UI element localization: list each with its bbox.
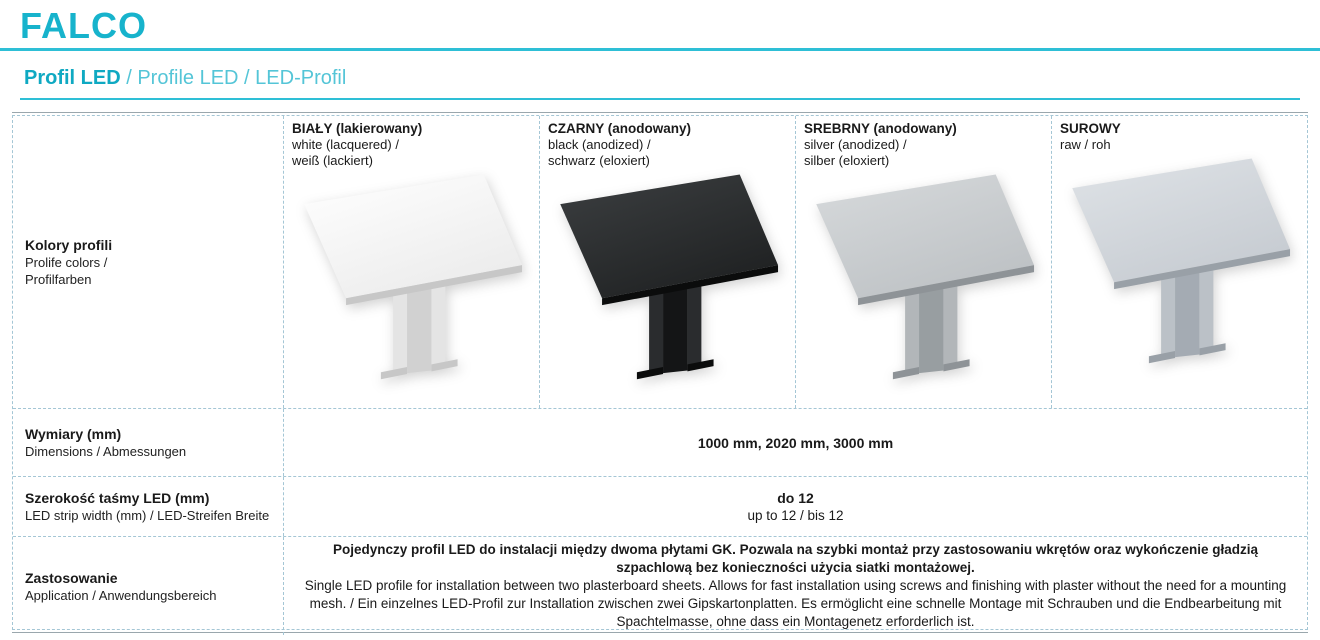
variant-name: SREBRNY (anodowany) <box>804 121 957 136</box>
application-text-secondary: Single LED profile for installation betw… <box>304 578 1287 629</box>
row-label: Szerokość taśmy LED (mm) <box>25 490 210 506</box>
row-profile-colors: Kolory profili Prolife colors / Profilfa… <box>13 116 1307 408</box>
application-value: Pojedynczy profil LED do instalacji międ… <box>283 537 1307 635</box>
label-cell-strip-width: Szerokość taśmy LED (mm) LED strip width… <box>13 477 283 536</box>
variant-line: black (anodized) / <box>548 137 651 152</box>
variant-line: raw / roh <box>1060 137 1111 152</box>
label-cell-application: Zastosowanie Application / Anwendungsber… <box>13 537 283 635</box>
profile-image-white <box>304 174 523 380</box>
strip-width-value: do 12 up to 12 / bis 12 <box>283 477 1307 536</box>
row-label: Kolory profili <box>25 237 113 253</box>
row-label: Wymiary (mm) <box>25 426 122 442</box>
row-dimensions: Wymiary (mm) Dimensions / Abmessungen 10… <box>13 408 1307 476</box>
page-title-primary: Profil LED <box>24 67 121 89</box>
profile-image-raw <box>1072 158 1291 364</box>
dimensions-value-text: 1000 mm, 2020 mm, 3000 mm <box>697 434 894 451</box>
label-cell-dimensions: Wymiary (mm) Dimensions / Abmessungen <box>13 409 283 476</box>
page-title-secondary: / Profile LED / LED-Profil <box>120 67 347 89</box>
variant-name: CZARNY (anodowany) <box>548 121 692 136</box>
application-text-primary: Pojedynczy profil LED do instalacji międ… <box>333 542 1258 575</box>
row-label: Zastosowanie <box>25 569 118 586</box>
strip-width-value-sub: up to 12 / bis 12 <box>747 508 844 523</box>
brand-logo: FALCO <box>20 5 147 46</box>
page-title: Profil LED / Profile LED / LED-Profil <box>0 51 1320 96</box>
profile-image-black <box>560 174 779 380</box>
spec-table: Kolory profili Prolife colors / Profilfa… <box>12 115 1308 635</box>
divider-subtitle <box>20 98 1300 100</box>
variant-line: weiß (lackiert) <box>292 153 373 168</box>
row-sublabel: Application / Anwendungsbereich <box>25 587 217 603</box>
variant-cell-czarny: CZARNY (anodowany) black (anodized) / sc… <box>539 116 795 408</box>
profile-image-silver <box>816 174 1035 380</box>
variant-cell-bialy: BIAŁY (lakierowany) white (lacquered) / … <box>283 116 539 408</box>
variant-cell-surowy: SUROWY raw / roh <box>1051 116 1307 408</box>
row-strip-width: Szerokość taśmy LED (mm) LED strip width… <box>13 476 1307 536</box>
row-sublabel: Dimensions / Abmessungen <box>25 444 187 459</box>
variant-line: white (lacquered) / <box>292 137 399 152</box>
strip-width-value-text: do 12 <box>777 490 814 506</box>
variant-name: SUROWY <box>1060 121 1121 136</box>
label-cell-colors: Kolory profili Prolife colors / Profilfa… <box>13 116 283 408</box>
row-application: Zastosowanie Application / Anwendungsber… <box>13 536 1307 635</box>
variant-cell-srebrny: SREBRNY (anodowany) silver (anodized) / … <box>795 116 1051 408</box>
variant-line: schwarz (eloxiert) <box>548 153 650 168</box>
row-sublabel: Profilfarben <box>25 272 92 287</box>
dimensions-value: 1000 mm, 2020 mm, 3000 mm <box>283 409 1307 476</box>
row-sublabel: LED strip width (mm) / LED-Streifen Brei… <box>25 508 270 523</box>
row-sublabel: Prolife colors / <box>25 255 108 270</box>
variant-line: silber (eloxiert) <box>804 153 890 168</box>
spec-table-wrapper: Kolory profili Prolife colors / Profilfa… <box>12 112 1308 635</box>
variant-line: silver (anodized) / <box>804 137 907 152</box>
variant-name: BIAŁY (lakierowany) <box>292 121 423 136</box>
divider-top <box>0 48 1320 51</box>
page-header: FALCO <box>0 0 1320 46</box>
